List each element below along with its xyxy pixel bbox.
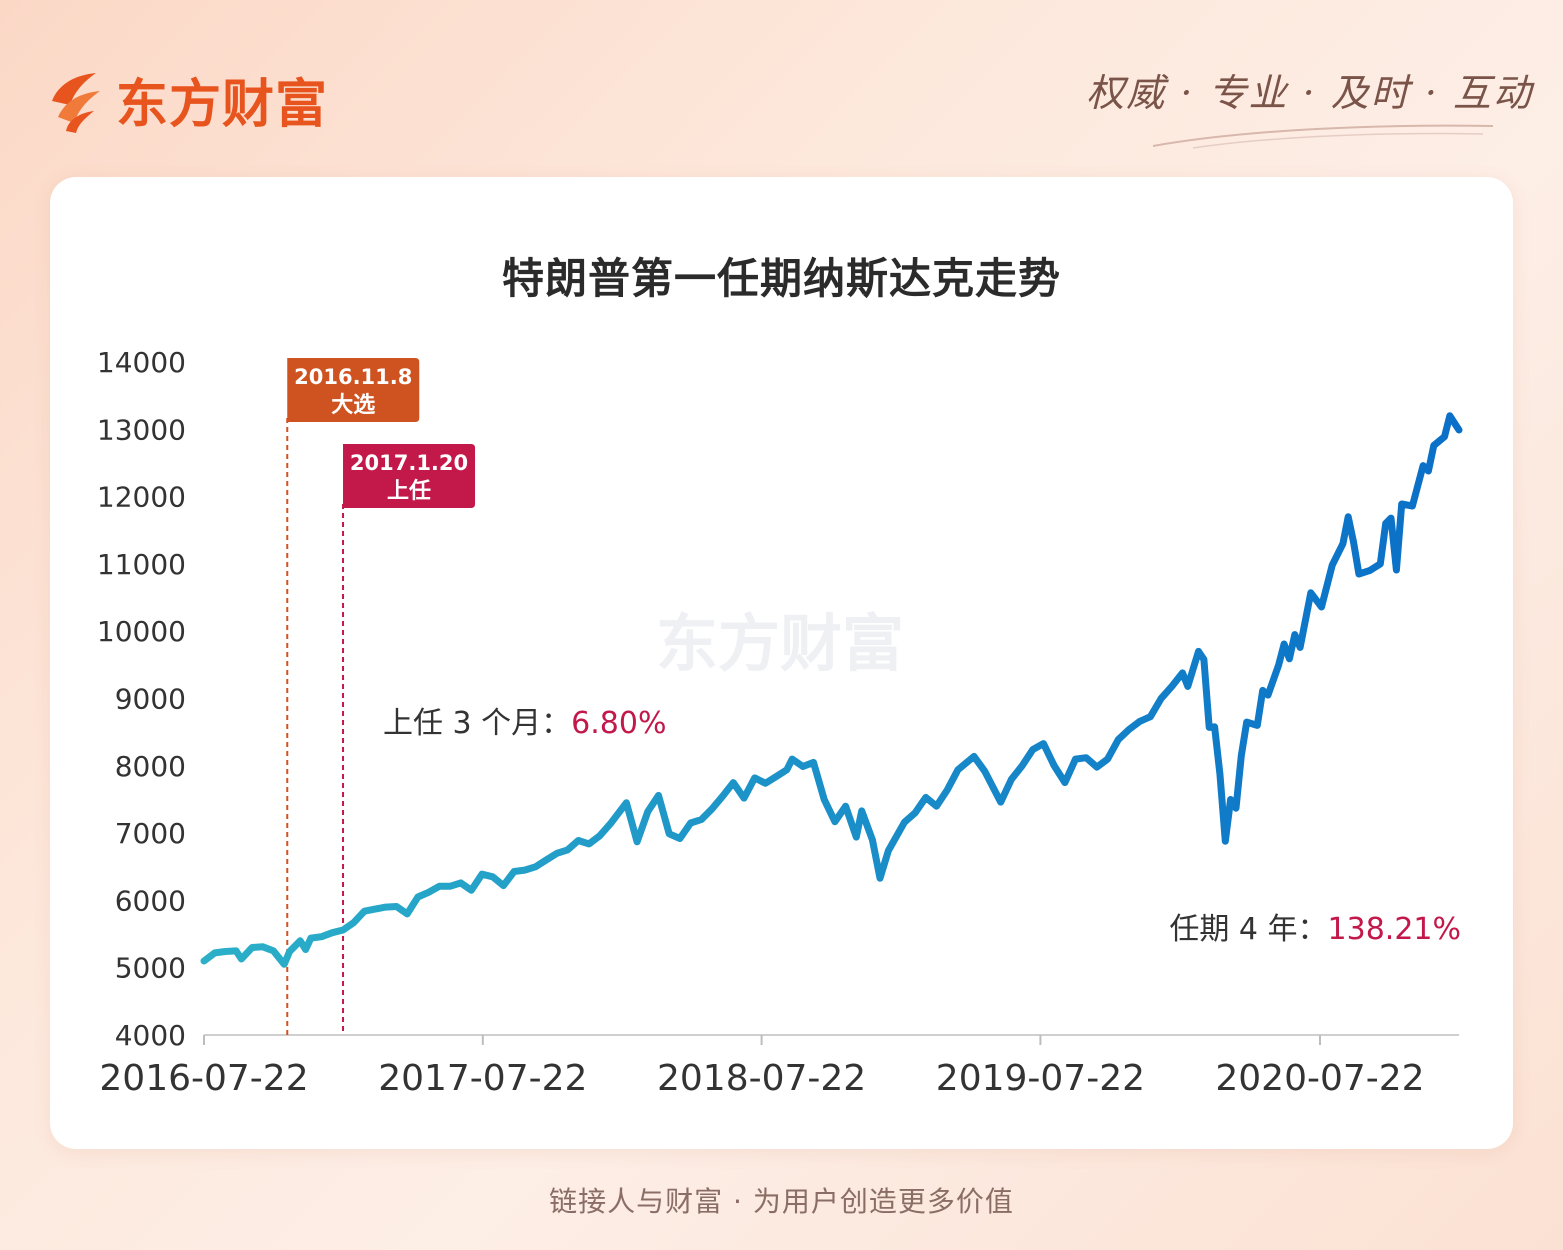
- event-marker-date: 2016.11.8: [294, 365, 412, 389]
- chart-card: [50, 177, 1513, 1149]
- x-tick-label: 2016-07-22: [99, 1058, 308, 1099]
- x-axis: 2016-07-22 2017-07-22 2018-07-22 2019-07-22…: [99, 1034, 1459, 1099]
- annotation-three-months-value: 6.80%: [571, 706, 666, 741]
- x-tick-label: 2020-07-22: [1215, 1058, 1424, 1099]
- y-tick-label: 4000: [115, 1019, 186, 1052]
- annotation-four-years-label: 任期 4 年：: [1169, 912, 1327, 947]
- y-tick-label: 13000: [97, 413, 186, 446]
- flame-logo-icon: [52, 72, 100, 133]
- nasdaq-series-line: [200, 412, 1463, 968]
- y-tick-label: 5000: [115, 952, 186, 985]
- event-marker-label: 大选: [331, 393, 375, 418]
- annotation-four-years-value: 138.21%: [1328, 912, 1461, 947]
- y-tick-label: 7000: [115, 817, 186, 850]
- annotation-three-months-label: 上任 3 个月：: [383, 706, 571, 741]
- event-marker-date: 2017.1.20: [350, 451, 468, 475]
- x-tick-label: 2017-07-22: [378, 1058, 587, 1099]
- event-marker-label: 上任: [387, 478, 431, 504]
- y-tick-label: 14000: [97, 346, 186, 379]
- footer-tagline: 链接人与财富 · 为用户创造更多价值: [549, 1185, 1014, 1218]
- y-tick-label: 6000: [115, 884, 186, 917]
- slogan-swoosh-decoration: [1153, 124, 1493, 149]
- y-tick-label: 10000: [97, 615, 186, 648]
- annotation-four-years: 任期 4 年：138.21%: [1169, 912, 1461, 947]
- event-marker-box: [343, 444, 476, 508]
- y-tick-label: 12000: [97, 481, 186, 514]
- y-tick-label: 9000: [115, 683, 186, 716]
- watermark-text: 东方财富: [656, 607, 904, 680]
- annotation-three-months: 上任 3 个月：6.80%: [383, 706, 666, 741]
- brand-slogan: 权威 · 专业 · 及时 · 互动: [1086, 71, 1533, 115]
- chart-title: 特朗普第一任期纳斯达克走势: [501, 254, 1061, 303]
- y-tick-label: 11000: [97, 548, 186, 581]
- brand-logo: 东方财富: [44, 62, 328, 137]
- event-marker-box: [287, 358, 420, 422]
- brand-name: 东方财富: [116, 75, 329, 135]
- y-tick-label: 8000: [115, 750, 186, 783]
- x-tick-label: 2019-07-22: [936, 1058, 1145, 1099]
- event-markers: 2016.11.8 大选 2017.1.20 上任: [286, 358, 476, 1035]
- y-axis: 4000 5000 6000 7000 8000 9000 10000 11000 12000 1…: [97, 346, 186, 1052]
- x-tick-label: 2018-07-22: [657, 1058, 866, 1099]
